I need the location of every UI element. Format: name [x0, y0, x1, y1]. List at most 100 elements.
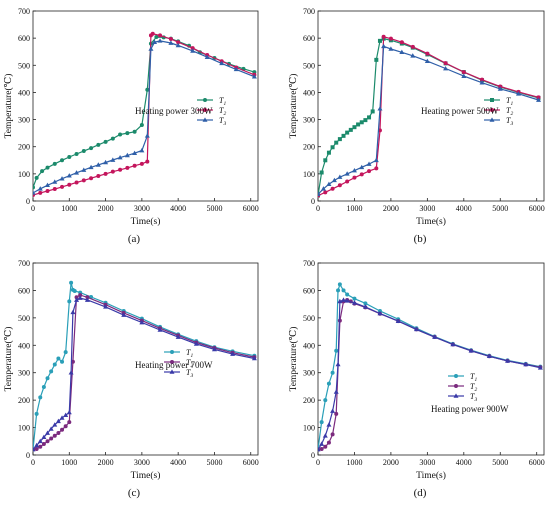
y-tick-label: 700: [18, 7, 30, 16]
data-point: [103, 159, 109, 165]
data-point: [56, 356, 61, 361]
x-tick-label: 2000: [383, 458, 399, 467]
data-point: [399, 49, 405, 55]
series-T3: [318, 43, 542, 197]
data-point: [344, 298, 350, 303]
y-tick-label: 200: [18, 143, 30, 152]
data-point: [424, 58, 430, 64]
x-axis-label: Time(s): [416, 216, 446, 227]
data-point: [117, 154, 123, 160]
y-tick-label: 200: [303, 143, 315, 152]
data-point: [132, 129, 137, 134]
data-point: [374, 166, 379, 171]
data-point: [72, 288, 77, 293]
x-tick-label: 0: [316, 204, 320, 213]
data-point: [190, 46, 195, 51]
data-point: [52, 362, 57, 367]
data-point: [334, 411, 339, 416]
x-tick-label: 2000: [98, 458, 114, 467]
data-point: [233, 66, 239, 72]
data-point: [175, 42, 181, 48]
x-axis-label: Time(s): [416, 470, 446, 481]
data-point: [74, 297, 80, 302]
data-point: [251, 74, 257, 79]
data-point: [89, 176, 94, 181]
x-tick-label: 3000: [419, 458, 435, 467]
y-tick-label: 100: [303, 424, 315, 433]
heating-power-annotation: Heating power 700W: [135, 360, 213, 370]
data-point: [33, 446, 36, 452]
data-point: [103, 304, 109, 309]
legend-label: T3: [470, 392, 477, 403]
data-point: [230, 351, 236, 356]
y-tick-label: 700: [303, 259, 315, 268]
y-tick-label: 300: [18, 369, 30, 378]
data-point: [175, 334, 181, 339]
data-point: [48, 426, 54, 431]
data-point: [121, 312, 127, 317]
data-point: [68, 370, 74, 375]
data-point: [388, 46, 394, 51]
y-tick-label: 700: [18, 259, 30, 268]
data-point: [337, 282, 342, 287]
data-point: [74, 170, 80, 175]
data-point: [318, 446, 321, 452]
data-point: [334, 348, 339, 353]
data-point: [337, 137, 342, 142]
data-point: [523, 361, 529, 367]
data-point: [326, 181, 332, 186]
data-point: [96, 174, 101, 179]
y-axis-label: Temperature(℃): [288, 74, 299, 139]
data-point: [410, 53, 416, 58]
data-point: [139, 161, 144, 166]
data-point: [78, 293, 83, 298]
data-point: [63, 412, 69, 418]
data-point: [330, 145, 335, 150]
legend-label: T3: [506, 116, 513, 127]
series-T2: [33, 293, 257, 452]
data-point: [110, 157, 116, 162]
data-point: [45, 430, 51, 435]
panel-caption: (c): [128, 487, 141, 499]
data-point: [85, 295, 90, 300]
data-point: [326, 422, 332, 427]
data-point: [319, 441, 325, 446]
data-point: [74, 152, 79, 157]
data-point: [52, 179, 58, 184]
data-point: [125, 165, 130, 170]
series-T3: [33, 38, 257, 195]
data-point: [348, 127, 353, 132]
x-tick-label: 1000: [61, 458, 77, 467]
data-point: [319, 420, 324, 425]
data-point: [96, 142, 101, 147]
data-point: [320, 186, 326, 191]
data-point: [432, 334, 438, 339]
y-tick-label: 400: [303, 341, 315, 350]
data-point: [381, 43, 387, 49]
series-T1: [33, 35, 257, 190]
data-point: [351, 300, 357, 305]
data-point: [139, 319, 145, 325]
data-point: [497, 86, 503, 91]
data-point: [486, 353, 492, 359]
data-point: [95, 162, 101, 167]
data-point: [41, 442, 46, 447]
data-point: [341, 133, 346, 138]
legend-label: T1: [506, 96, 513, 107]
y-tick-label: 500: [18, 61, 30, 70]
data-point: [118, 167, 123, 172]
x-tick-label: 5000: [492, 204, 508, 213]
heating-power-annotation: Heating power 500W: [421, 106, 499, 116]
data-point: [323, 398, 328, 403]
x-tick-label: 5000: [206, 458, 222, 467]
y-tick-label: 400: [303, 88, 315, 97]
data-point: [211, 346, 217, 352]
data-point: [341, 297, 347, 302]
data-point: [49, 436, 54, 441]
panel-caption: (b): [414, 233, 427, 245]
data-point: [318, 191, 321, 197]
data-point: [536, 97, 542, 102]
legend-marker: [453, 393, 459, 398]
x-tick-label: 2000: [383, 204, 399, 213]
